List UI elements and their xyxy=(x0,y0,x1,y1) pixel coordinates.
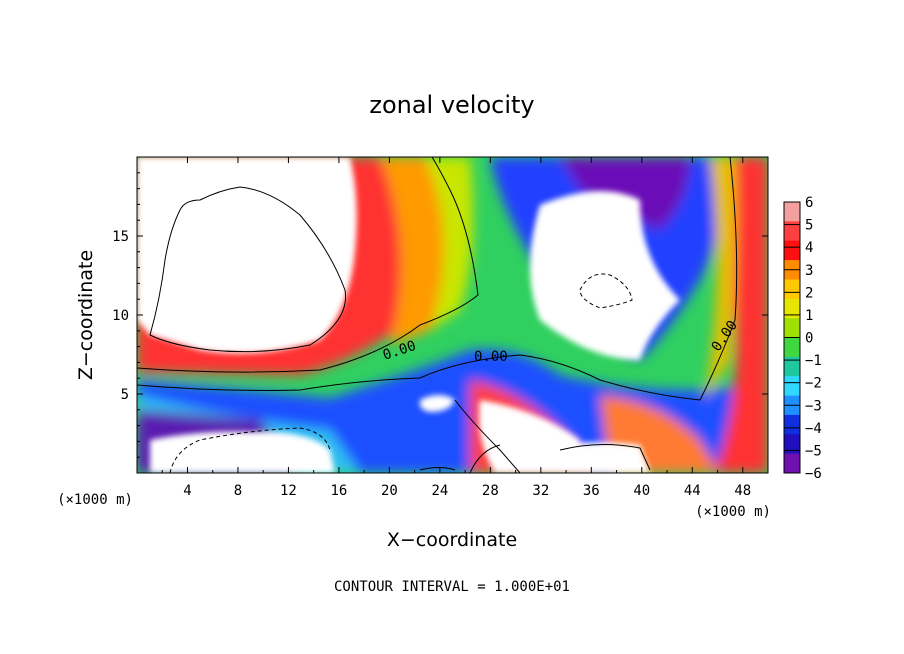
x-axis-ticks: 4 8 12 16 20 24 28 32 36 40 44 48 xyxy=(161,157,751,499)
colorbar: 6 5 4 3 2 1 0 −1 −2 −3 −4 −5 −6 xyxy=(783,195,822,482)
x-tick-label: 36 xyxy=(583,483,600,499)
colorbar-label: −5 xyxy=(805,443,822,459)
x-tick-label: 20 xyxy=(381,483,398,499)
plot-area: 0.00 0.00 0.00 xyxy=(137,157,768,473)
colorbar-label: −1 xyxy=(805,353,822,369)
x-tick-label: 44 xyxy=(684,483,701,499)
contour-zero-left xyxy=(137,157,479,373)
x-tick-label: 28 xyxy=(482,483,499,499)
x-tick-label: 16 xyxy=(330,483,347,499)
contour-interval-note: CONTOUR INTERVAL = 1.000E+01 xyxy=(334,579,570,595)
colorbar-label: 4 xyxy=(805,240,813,256)
x-tick-label: 8 xyxy=(234,483,242,499)
colorbar-label: 5 xyxy=(805,218,813,234)
colorbar-swatch xyxy=(784,298,800,319)
x-tick-label: 24 xyxy=(431,483,448,499)
x-tick-label: 48 xyxy=(734,483,751,499)
blank-region-upper-left xyxy=(137,157,357,354)
colorbar-swatch xyxy=(784,279,800,300)
x-tick-label: 32 xyxy=(532,483,549,499)
field-positive-right xyxy=(715,157,768,473)
colorbar-swatch xyxy=(784,376,800,397)
y-tick-label: 5 xyxy=(121,387,129,403)
colorbar-swatch xyxy=(784,337,800,358)
field-transition-left xyxy=(380,157,448,345)
colorbar-label: 3 xyxy=(805,263,813,279)
colorbar-label: 0 xyxy=(805,331,813,347)
colorbar-swatch xyxy=(784,453,800,474)
x-tick-label: 4 xyxy=(183,483,191,499)
x-unit-label: (×1000 m) xyxy=(695,504,771,520)
colorbar-swatch xyxy=(784,221,800,242)
blank-region-upper-right xyxy=(530,191,680,360)
contour-solid-upper-left xyxy=(149,186,347,353)
x-tick-label: 12 xyxy=(280,483,297,499)
colorbar-label: 6 xyxy=(805,195,813,211)
colorbar-label: −3 xyxy=(805,398,822,414)
colorbar-label: 1 xyxy=(805,308,813,324)
z-unit-label: (×1000 m) xyxy=(57,492,133,508)
contour-lines xyxy=(137,157,738,473)
y-tick-label: 15 xyxy=(112,229,129,245)
y-axis-title: Z−coordinate xyxy=(75,250,97,380)
y-tick-label: 10 xyxy=(112,308,129,324)
chart-title: zonal velocity xyxy=(369,91,534,119)
contour-dashed-right xyxy=(579,273,633,309)
contour-label: 0.00 xyxy=(474,349,508,365)
colorbar-swatch xyxy=(784,202,800,222)
x-tick-label: 40 xyxy=(633,483,650,499)
colorbar-swatch xyxy=(784,318,800,338)
contour-zero-middle xyxy=(137,157,738,401)
colorbar-swatch xyxy=(784,240,800,261)
colorbar-swatch xyxy=(784,356,800,377)
colorbar-label: −6 xyxy=(805,466,822,482)
blank-region-lower-left xyxy=(150,431,335,473)
colorbar-swatch xyxy=(784,434,800,455)
colorbar-label: 2 xyxy=(805,285,813,301)
colorbar-swatch xyxy=(784,414,800,435)
colorbar-label: −4 xyxy=(805,421,822,437)
x-axis-title: X−coordinate xyxy=(387,529,517,551)
y-axis-ticks: 5 10 15 xyxy=(112,172,768,458)
colorbar-label: −2 xyxy=(805,376,822,392)
